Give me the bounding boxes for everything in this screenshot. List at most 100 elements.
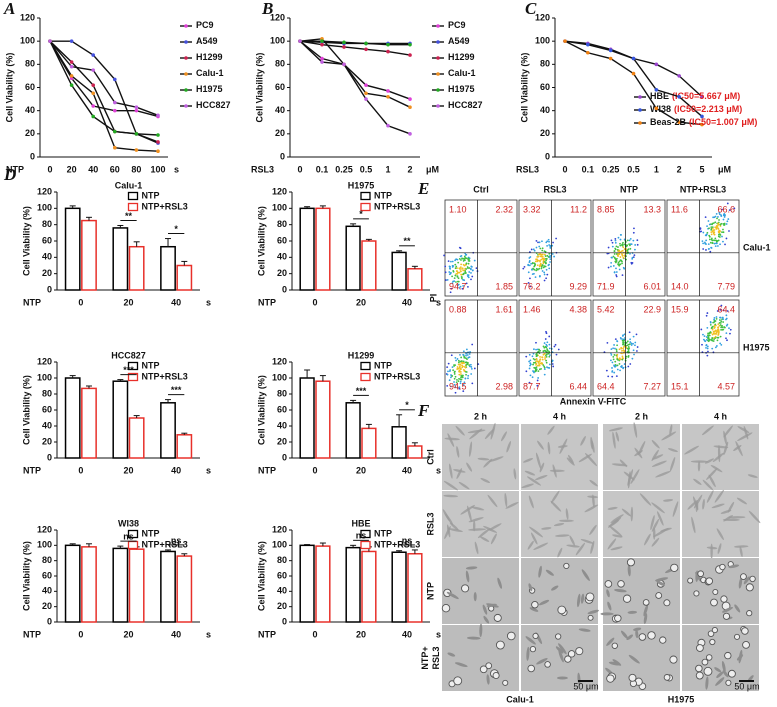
cell — [580, 435, 586, 446]
legend-name: HCC827 — [196, 100, 231, 110]
flow-event — [541, 270, 544, 272]
x-unit: s — [206, 465, 211, 475]
flow-event — [719, 223, 722, 226]
flow-event — [451, 366, 454, 369]
quadrant-value: 8.85 — [597, 204, 615, 214]
cell — [502, 679, 509, 686]
flow-event — [621, 262, 623, 265]
flow-event — [460, 356, 463, 359]
flow-event — [466, 354, 469, 356]
cell — [537, 440, 544, 450]
column-label: Ctrl — [473, 184, 489, 194]
flow-plot — [666, 199, 740, 297]
cell — [558, 649, 564, 663]
flow-event — [710, 326, 713, 329]
point — [134, 108, 139, 113]
cell — [661, 431, 677, 441]
chart-title: H1299 — [348, 350, 375, 360]
flow-event — [443, 254, 445, 257]
legend-text: HCC827 — [196, 100, 231, 110]
flow-event — [536, 268, 539, 271]
flow-event — [522, 267, 525, 270]
cell — [527, 664, 535, 673]
y-tick-label: 0 — [47, 284, 52, 294]
flow-event — [537, 360, 540, 363]
flow-event — [628, 343, 631, 346]
flow-event — [545, 359, 548, 362]
flow-event — [706, 354, 709, 357]
flow-event — [718, 233, 720, 236]
x-tick-label: 0.1 — [316, 164, 329, 174]
panel-label: C — [525, 0, 537, 18]
point — [298, 39, 302, 43]
flow-event — [535, 240, 538, 242]
significance-label: * — [174, 224, 178, 234]
flow-event — [618, 250, 620, 252]
flow-event — [621, 249, 624, 252]
flow-event — [714, 245, 717, 248]
cell — [606, 637, 615, 646]
quadrant-value: 11.2 — [570, 204, 587, 214]
flow-event — [630, 243, 633, 245]
flow-event — [715, 316, 718, 318]
flow-event — [543, 279, 546, 282]
flow-plot — [444, 199, 518, 297]
y-tick-label: 60 — [540, 82, 550, 92]
cell — [727, 501, 735, 513]
cell — [620, 630, 629, 639]
flow-event — [465, 352, 468, 355]
y-tick-label: 0 — [47, 616, 52, 626]
flow-event — [452, 270, 455, 272]
flow-event — [533, 262, 536, 265]
point — [586, 50, 590, 55]
flow-event — [722, 321, 725, 323]
quadrant-value: 2.32 — [495, 204, 513, 214]
flow-event — [718, 322, 721, 324]
flow-event — [528, 367, 531, 370]
flow-event — [709, 324, 712, 326]
cell — [477, 528, 491, 539]
cell — [456, 468, 463, 479]
flow-event — [617, 261, 620, 264]
flow-event — [713, 327, 716, 330]
cell — [722, 607, 733, 613]
bar — [315, 545, 331, 623]
legend-text: NTP — [374, 190, 392, 200]
flow-event — [627, 354, 630, 357]
flow-event — [457, 261, 460, 264]
flow-event — [611, 241, 614, 244]
cell — [524, 470, 536, 476]
legend-marker — [184, 88, 188, 92]
point — [364, 97, 368, 101]
cell — [701, 658, 709, 666]
point — [364, 83, 368, 87]
flow-event — [553, 345, 556, 348]
cell — [479, 623, 483, 638]
x-tick-label: 5 — [699, 164, 704, 174]
flow-event — [451, 264, 454, 267]
bar — [128, 245, 145, 291]
flow-event — [453, 373, 456, 375]
flow-event — [523, 266, 526, 268]
flow-event — [529, 285, 532, 288]
flow-event — [616, 353, 619, 356]
flow-event — [552, 365, 555, 368]
flow-event — [622, 246, 625, 249]
flow-event — [475, 267, 478, 270]
point — [408, 42, 412, 47]
cell — [492, 672, 500, 680]
flow-event — [630, 261, 633, 264]
flow-event — [548, 347, 551, 350]
flow-event — [622, 256, 625, 259]
bar — [64, 544, 81, 623]
flow-event — [701, 343, 703, 346]
point — [156, 133, 160, 137]
flow-event — [459, 285, 462, 288]
bar — [64, 207, 81, 291]
cell — [577, 672, 581, 686]
cell — [708, 474, 716, 488]
significance-label: ns — [123, 531, 134, 541]
flow-event — [532, 248, 535, 251]
bar — [361, 427, 377, 459]
series-line — [49, 40, 159, 136]
